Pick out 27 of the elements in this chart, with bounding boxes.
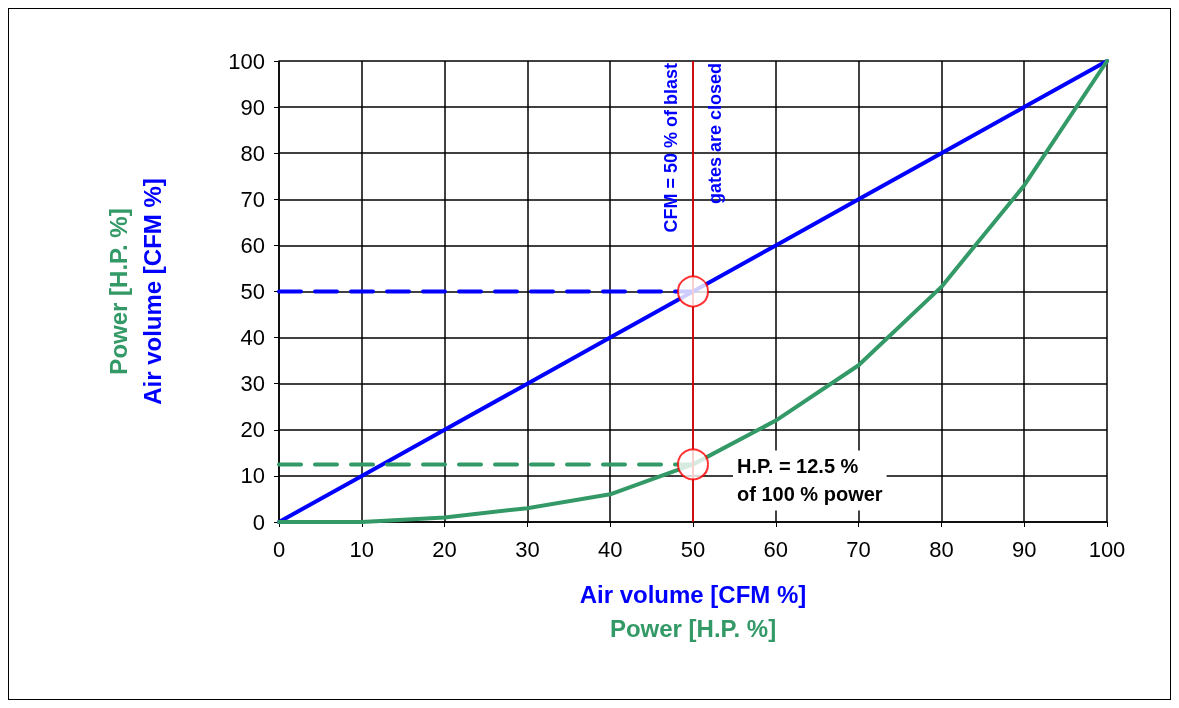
y-tick-label: 80 [240, 140, 265, 166]
y-tick-label: 40 [240, 325, 265, 351]
y-tick-label: 50 [240, 279, 265, 304]
y-tick-label: 20 [240, 417, 265, 443]
y-tick-label: 90 [240, 94, 265, 120]
y-tick-label: 0 [252, 509, 265, 535]
x-tick-label: 60 [763, 536, 789, 562]
annotation: H.P. = 12.5 % of 100 % power [737, 455, 883, 506]
x-tick-label: 10 [349, 536, 375, 562]
x-tick-label: 30 [515, 536, 540, 562]
line-series [277, 59, 1109, 524]
x-tick-label: 90 [1011, 536, 1037, 562]
x-tick-label: 50 [680, 536, 706, 562]
x-tick-label: 0 [272, 536, 286, 562]
x-tick-label: 40 [597, 536, 623, 562]
text: CFM = 50 % of blast gates are closed [661, 63, 725, 233]
y-tick-label: 30 [240, 371, 265, 397]
x-tick-label: 100 [1088, 536, 1126, 562]
x-tick-label: 70 [846, 536, 871, 562]
y-tick-label: 60 [240, 232, 265, 258]
y-tick-label: 100 [228, 48, 265, 74]
y-axis-title: Power [H.P. %] Air volume [CFM %] [104, 178, 166, 405]
x-tick-label: 20 [432, 536, 457, 562]
x-axis-title: Air volume [CFM %] Power [H.P. %] [579, 580, 807, 642]
x-tick-label: 80 [929, 536, 954, 562]
y-tick-label: 70 [240, 186, 265, 212]
y-tick-label: 10 [240, 463, 265, 489]
